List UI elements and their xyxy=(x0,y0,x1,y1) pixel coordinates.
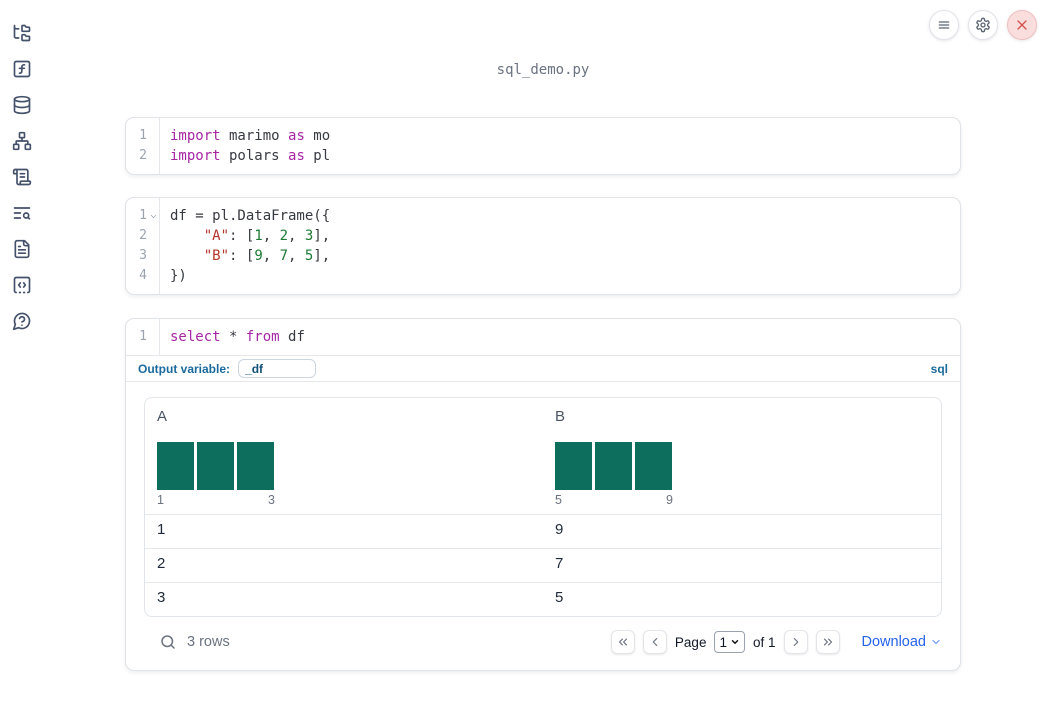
file-text-icon[interactable] xyxy=(10,237,34,261)
line-number: 2 xyxy=(139,148,147,163)
line-number: 3 xyxy=(139,248,147,263)
code-line[interactable]: df = pl.DataFrame({ xyxy=(170,208,331,224)
cell-sql: 1 select * from df Output variable: sql … xyxy=(125,318,961,671)
output-variable-input[interactable] xyxy=(238,359,317,378)
table-cell: 5 xyxy=(555,589,564,606)
table-cell: 1 xyxy=(157,521,166,538)
code-line[interactable]: import polars as pl xyxy=(170,148,331,164)
next-page-button[interactable] xyxy=(783,630,808,654)
code-line[interactable]: "A": [1, 2, 3], xyxy=(203,228,331,244)
sql-language-badge: sql xyxy=(930,361,948,376)
message-question-icon[interactable] xyxy=(10,309,34,333)
histogram-bar xyxy=(237,442,274,490)
cell-dataframe: 1 2 3 4 df = pl.DataFrame({ "A": [1, 2, 3],… xyxy=(125,197,961,295)
shutdown-button[interactable] xyxy=(1007,10,1037,40)
line-number: 2 xyxy=(139,228,147,243)
sql-editor[interactable]: 1 select * from df xyxy=(126,319,960,356)
fold-spacer xyxy=(147,270,159,282)
code-lines[interactable]: select * from df xyxy=(160,319,960,355)
notebook-filename: sql_demo.py xyxy=(496,62,590,78)
scroll-text-icon[interactable] xyxy=(10,165,34,189)
search-icon[interactable] xyxy=(159,633,177,651)
first-page-button[interactable] xyxy=(610,630,635,654)
last-page-button[interactable] xyxy=(815,630,840,654)
fold-spacer xyxy=(147,130,159,142)
sidebar xyxy=(0,0,44,713)
page-select-value: 1 xyxy=(719,634,727,650)
line-number: 1 xyxy=(139,208,147,223)
window-controls xyxy=(929,10,1037,40)
line-number: 4 xyxy=(139,268,147,283)
histogram-bar xyxy=(635,442,672,490)
code-lines[interactable]: import marimo as mo import polars as pl xyxy=(160,118,960,174)
code-line[interactable]: "B": [9, 7, 5], xyxy=(203,248,331,264)
output-variable-label: Output variable: xyxy=(138,361,231,376)
line-number: 1 xyxy=(139,128,147,143)
fold-spacer xyxy=(147,230,159,242)
line-number-gutter: 1 2 3 4 xyxy=(126,198,160,294)
column-name[interactable]: A xyxy=(157,408,168,425)
fold-spacer xyxy=(147,250,159,262)
table-cell: 9 xyxy=(555,521,564,538)
fold-spacer xyxy=(147,331,159,343)
table-cell: 7 xyxy=(555,555,564,572)
table-cell: 2 xyxy=(157,555,166,572)
histogram-min-label: 1 xyxy=(157,493,164,507)
row-count-label: 3 rows xyxy=(187,634,230,650)
code-line[interactable]: select * from df xyxy=(170,329,305,345)
histogram-bar xyxy=(197,442,234,490)
line-number: 1 xyxy=(139,329,147,344)
download-button[interactable]: Download xyxy=(862,634,943,650)
network-icon[interactable] xyxy=(10,129,34,153)
chevron-down-icon xyxy=(730,637,740,647)
sql-cell-footer: Output variable: sql xyxy=(126,356,960,382)
database-icon[interactable] xyxy=(10,93,34,117)
column-name[interactable]: B xyxy=(555,408,566,425)
code-lines[interactable]: df = pl.DataFrame({ "A": [1, 2, 3], "B":… xyxy=(160,198,960,294)
text-search-icon[interactable] xyxy=(10,201,34,225)
code-line[interactable]: import marimo as mo xyxy=(170,128,331,144)
previous-page-button[interactable] xyxy=(642,630,667,654)
code-editor[interactable]: 1 2 3 4 df = pl.DataFrame({ "A": [1, 2, 3],… xyxy=(126,198,960,294)
settings-button[interactable] xyxy=(968,10,998,40)
line-number-gutter: 1 xyxy=(126,319,160,355)
pagination: Page 1 of 1 xyxy=(610,630,840,654)
histogram-max-label: 9 xyxy=(666,493,673,507)
function-square-icon[interactable] xyxy=(10,57,34,81)
histogram-bar xyxy=(595,442,632,490)
code-line[interactable]: }) xyxy=(170,268,187,284)
menu-button[interactable] xyxy=(929,10,959,40)
histogram-bar xyxy=(157,442,194,490)
download-label: Download xyxy=(861,634,927,650)
page-select[interactable]: 1 xyxy=(714,631,745,653)
histogram-bar xyxy=(555,442,592,490)
fold-chevron-icon[interactable] xyxy=(147,210,159,222)
chevron-down-icon xyxy=(930,636,942,648)
page-of-label: of 1 xyxy=(752,634,776,650)
code-square-icon[interactable] xyxy=(10,273,34,297)
page-label: Page xyxy=(674,634,707,650)
table-footer: 3 rows Page 1 of 1 xyxy=(144,617,942,670)
histogram-min-label: 5 xyxy=(555,493,562,507)
fold-spacer xyxy=(147,150,159,162)
histogram-max-label: 3 xyxy=(268,493,275,507)
folder-tree-icon[interactable] xyxy=(10,21,34,45)
table-cell: 3 xyxy=(157,589,166,606)
